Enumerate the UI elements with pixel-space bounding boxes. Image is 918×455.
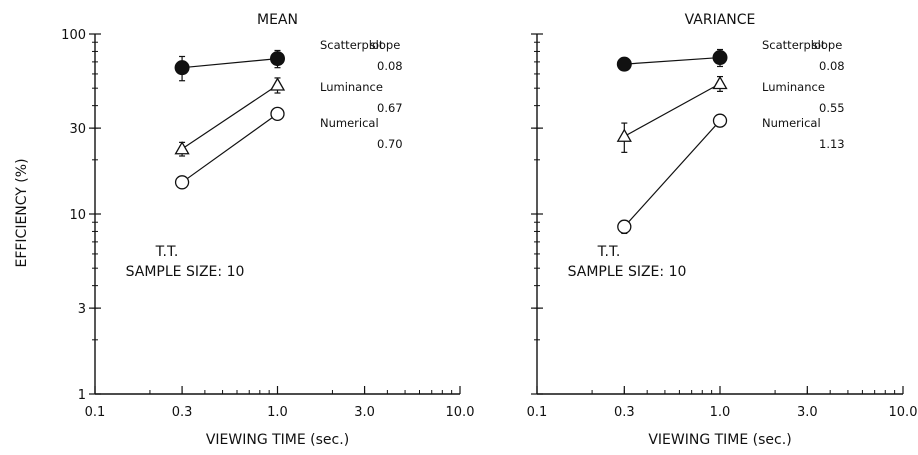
x-axis-label: VIEWING TIME (sec.) bbox=[648, 432, 791, 448]
panel-mean: 0.1 0.3 1.0 3.0 10.0 1 3 10 30 100 MEAN VIEWING TIM… bbox=[61, 12, 474, 448]
data-point bbox=[616, 56, 632, 72]
data-point bbox=[269, 77, 286, 91]
data-point bbox=[174, 175, 190, 190]
series-line bbox=[181, 84, 278, 150]
series-line bbox=[182, 58, 278, 69]
y-tick-label: 3 bbox=[78, 302, 86, 317]
legend-slope-value: 0.08 bbox=[377, 59, 403, 73]
data-point bbox=[270, 51, 285, 67]
series-line bbox=[624, 83, 721, 137]
panel-title: VARIANCE bbox=[685, 12, 756, 28]
legend-series-name: Numerical bbox=[320, 116, 379, 130]
data-point bbox=[270, 106, 285, 122]
y-tick-label: 10 bbox=[69, 208, 86, 223]
legend-header: slope bbox=[370, 38, 401, 52]
legend-series-name: Scatterplot bbox=[762, 38, 826, 52]
x-tick-label: 1.0 bbox=[710, 405, 731, 420]
series-numerical bbox=[617, 113, 728, 235]
annotation-observer: T.T. bbox=[155, 244, 179, 260]
x-tick-label: 0.1 bbox=[85, 405, 106, 420]
legend-slope-value: 0.55 bbox=[819, 101, 845, 115]
annotation-observer: T.T. bbox=[597, 244, 621, 260]
x-tick-label: 10.0 bbox=[446, 405, 475, 420]
x-tick-label: 3.0 bbox=[354, 405, 375, 420]
x-tick-label: 0.3 bbox=[614, 405, 635, 420]
y-tick-label: 30 bbox=[69, 122, 86, 137]
series-line bbox=[624, 56, 721, 65]
data-point bbox=[174, 141, 190, 155]
legend-slope-value: 0.70 bbox=[377, 137, 403, 151]
y-tick-label: 1 bbox=[78, 388, 86, 403]
y-axis-label: EFFICIENCY (%) bbox=[14, 158, 30, 267]
legend-slope-value: 1.13 bbox=[819, 137, 845, 151]
x-tick-label: 0.3 bbox=[172, 405, 193, 420]
series-scatterplot bbox=[174, 49, 285, 82]
legend-series-name: Numerical bbox=[762, 116, 821, 130]
series-numerical bbox=[174, 106, 285, 190]
legend-series-name: Scatterplot bbox=[320, 38, 384, 52]
legend-slope-value: 0.08 bbox=[819, 59, 845, 73]
x-tick-label: 1.0 bbox=[267, 405, 288, 420]
data-point bbox=[616, 128, 632, 142]
x-tick-label: 10.0 bbox=[889, 405, 918, 420]
data-point bbox=[174, 60, 190, 76]
x-tick-label: 0.1 bbox=[527, 405, 548, 420]
series-line bbox=[181, 113, 278, 183]
data-point bbox=[712, 75, 728, 90]
annotation-sample-size: SAMPLE SIZE: 10 bbox=[568, 264, 687, 280]
panel-title: MEAN bbox=[257, 12, 298, 28]
legend-series-name: Luminance bbox=[762, 80, 825, 94]
series-scatterplot bbox=[616, 48, 728, 72]
x-axis-label: VIEWING TIME (sec.) bbox=[206, 432, 349, 448]
y-tick-label: 100 bbox=[61, 28, 86, 43]
legend-slope-value: 0.67 bbox=[377, 101, 403, 115]
annotation-sample-size: SAMPLE SIZE: 10 bbox=[126, 264, 245, 280]
data-point bbox=[712, 113, 728, 128]
data-point bbox=[617, 219, 632, 234]
legend-header: slope bbox=[812, 38, 843, 52]
x-tick-label: 3.0 bbox=[797, 405, 818, 420]
legend-series-name: Luminance bbox=[320, 80, 383, 94]
panel-variance: 0.1 0.3 1.0 3.0 10.0 VARIANCE VIEWING TIME (se… bbox=[527, 12, 918, 448]
series-luminance bbox=[616, 75, 728, 153]
series-luminance bbox=[174, 77, 286, 157]
series-line bbox=[623, 120, 721, 228]
data-point bbox=[712, 50, 728, 66]
